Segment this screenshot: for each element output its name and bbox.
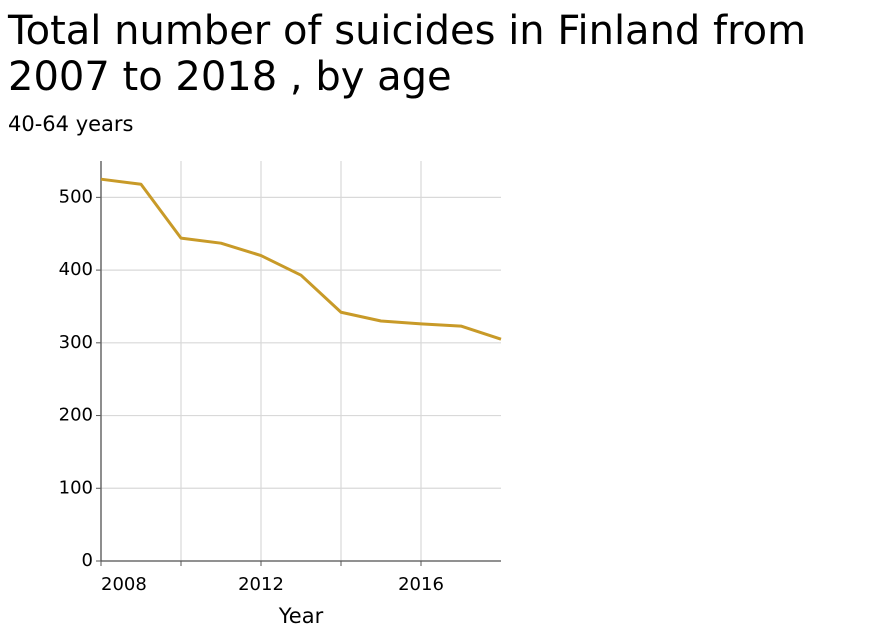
chart-subtitle: 40-64 years: [8, 112, 134, 136]
y-tick-label: 0: [82, 550, 93, 571]
line-series: [100, 177, 502, 341]
x-tick-label: 2012: [238, 574, 284, 595]
x-tick-label: 2016: [398, 574, 444, 595]
y-tick-label: 500: [59, 186, 93, 207]
x-axis-label: Year: [278, 604, 324, 628]
y-tick-label: 100: [59, 477, 93, 498]
chart-title-line1: Total number of suicides in Finland from: [7, 8, 806, 54]
y-tick-label: 300: [59, 332, 93, 353]
chart-title-line2: 2007 to 2018 , by age: [8, 54, 452, 100]
y-tick-label: 200: [59, 405, 93, 426]
x-tick-label: 2008: [101, 574, 147, 595]
y-tick-label: 400: [59, 259, 93, 280]
